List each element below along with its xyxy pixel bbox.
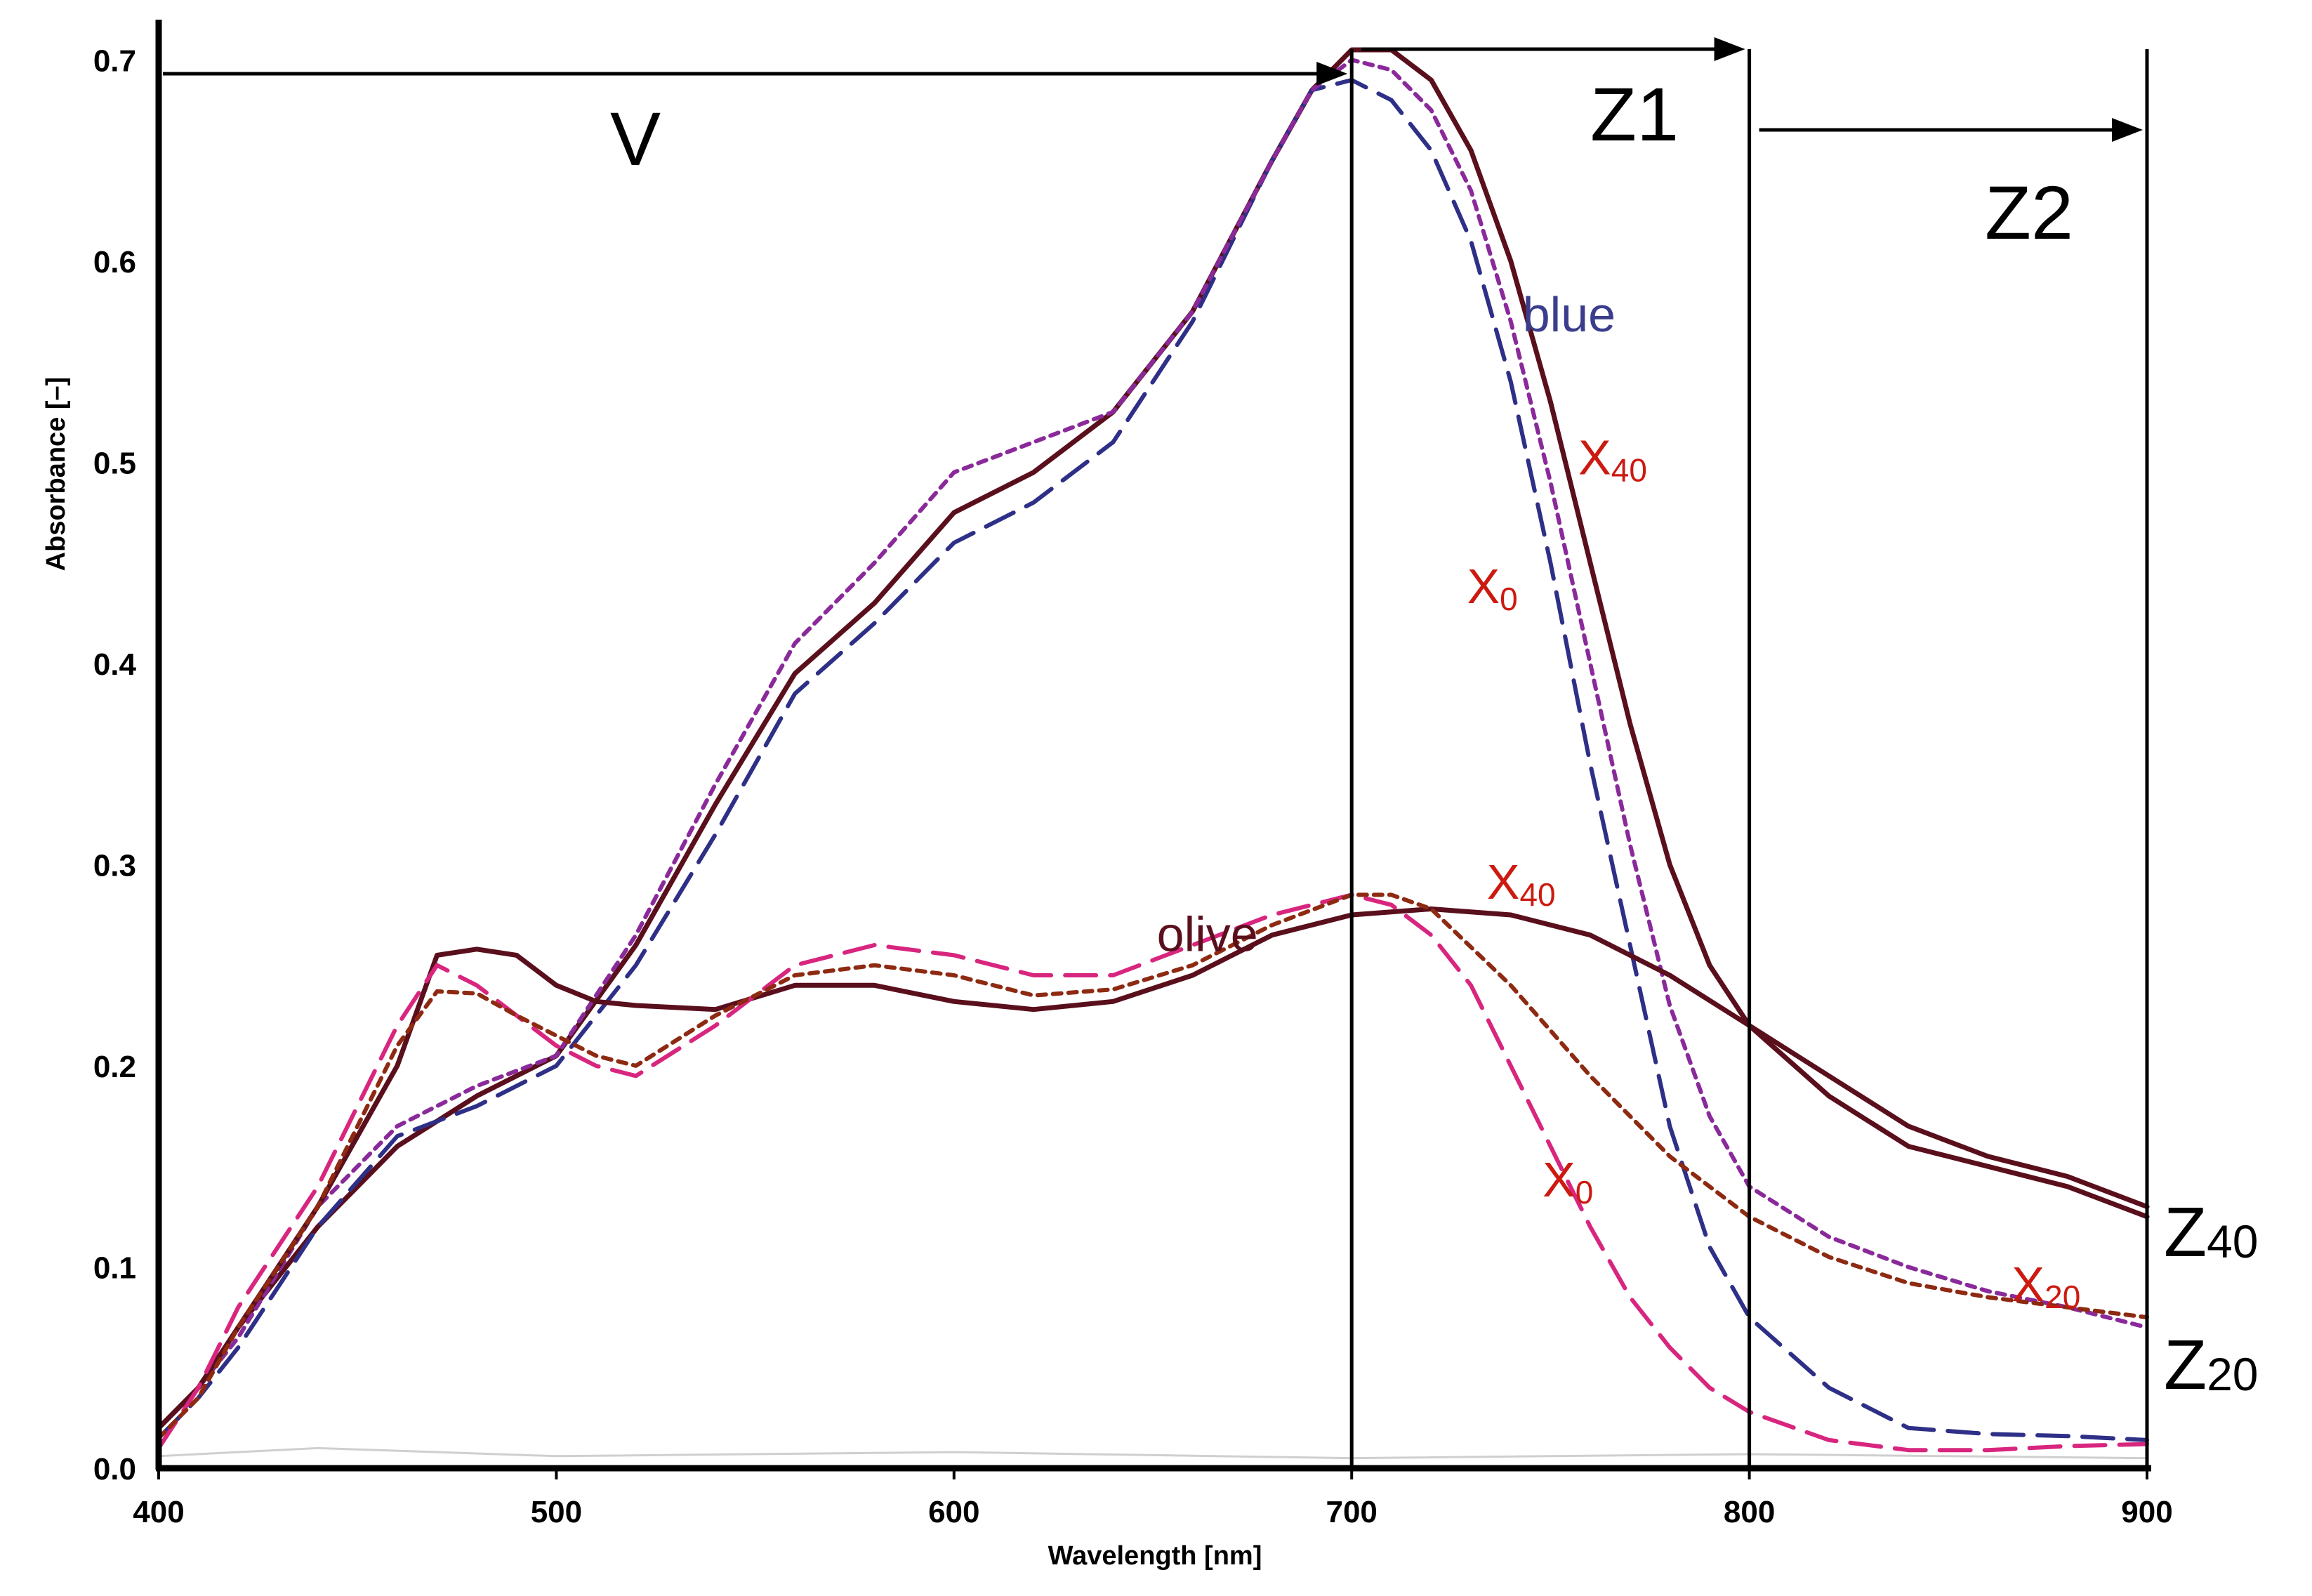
y-tick-label: 0.7	[93, 44, 136, 78]
y-tick-label: 0.4	[93, 647, 137, 682]
region-label-z2: Z2	[1985, 170, 2073, 255]
curve-annotation-x40: X40	[1487, 855, 1556, 913]
region-arrowhead-z1	[1714, 37, 1745, 61]
side-label-z20: Z20	[2164, 1326, 2259, 1404]
curve-annotation-x0: X0	[1467, 559, 1517, 617]
curve-annotation-x40: X40	[1578, 430, 1647, 489]
series-line-olive-dashed	[157, 892, 2149, 1453]
x-tick-label: 700	[1326, 1495, 1377, 1529]
series-line-blue-solid	[156, 47, 2150, 1431]
curve-annotation-blue: blue	[1523, 287, 1616, 342]
curve-annotation-olive: olive	[1157, 907, 1258, 962]
x-tick-label: 800	[1724, 1495, 1775, 1529]
x-axis-title: Wavelength [nm]	[1048, 1541, 1262, 1571]
x-tick-label: 400	[133, 1495, 184, 1529]
y-tick-label: 0.3	[93, 848, 136, 883]
region-label-z1: Z1	[1590, 72, 1679, 157]
series-line-blue-dashed	[157, 78, 2149, 1442]
curve-annotation-x0: X0	[1543, 1152, 1593, 1211]
y-tick-label: 0.0	[93, 1452, 136, 1486]
y-tick-label: 0.6	[93, 245, 136, 279]
y-tick-label: 0.2	[93, 1050, 136, 1084]
y-tick-label: 0.5	[93, 446, 136, 480]
y-axis-title: Absorbance [–]	[41, 377, 71, 572]
x-tick-label: 500	[531, 1495, 582, 1529]
series-line-olive-solid	[156, 906, 2150, 1431]
series-line-olive-dotted	[157, 892, 2149, 1440]
y-tick-label: 0.1	[93, 1251, 136, 1285]
x-tick-label: 900	[2121, 1495, 2172, 1529]
region-arrowhead-v	[1316, 62, 1348, 86]
x-tick-label: 600	[928, 1495, 979, 1529]
curve-annotation-x20: X20	[2012, 1257, 2080, 1315]
side-label-z40: Z40	[2164, 1193, 2259, 1272]
baseline-trace	[158, 1446, 2148, 1460]
series-line-blue-dotted	[157, 58, 2149, 1430]
region-arrowhead-z2	[2112, 118, 2143, 142]
region-label-v: V	[610, 96, 661, 181]
